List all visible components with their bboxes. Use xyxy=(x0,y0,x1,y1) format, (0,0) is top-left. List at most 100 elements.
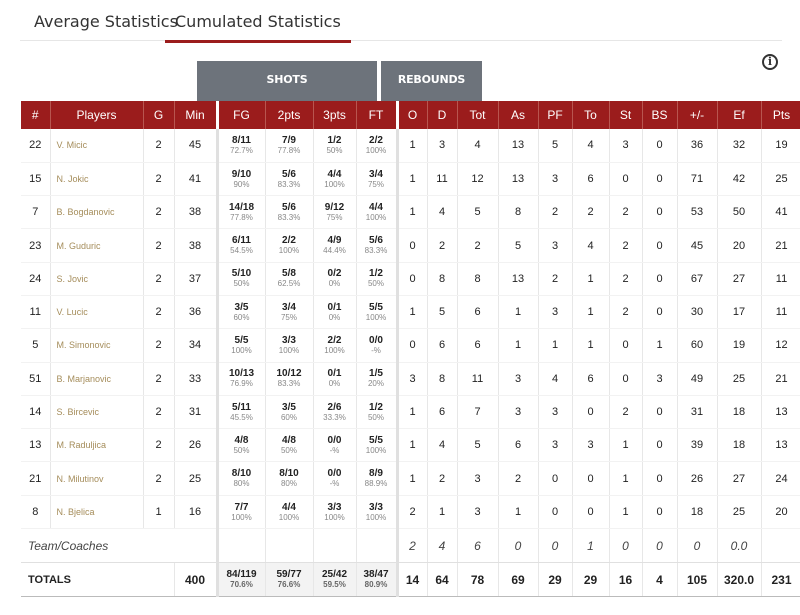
player-name-link[interactable]: N. Bjelica xyxy=(50,495,144,530)
player-name-link[interactable]: M. Simonovic xyxy=(50,328,144,363)
col-header-turnovers[interactable]: To xyxy=(572,101,610,129)
shot-made-attempted: 2/2 xyxy=(369,135,383,146)
table-row: 23 M. Guduric 2 38 6/11 54.5% 2/2 100% 4/9 44.4% 5… xyxy=(21,228,800,263)
cell-points: 11 xyxy=(761,295,800,330)
cell-fg: 8/11 72.7% xyxy=(215,129,266,163)
cell-plus-minus: 36 xyxy=(677,129,718,163)
team-coaches-label: Team/Coaches xyxy=(21,528,218,564)
cell-2pts: 5/6 83.3% xyxy=(265,162,314,197)
col-header-plus-minus[interactable]: +/- xyxy=(677,101,718,129)
shot-percentage: 100% xyxy=(324,346,345,356)
shot-percentage: 33.3% xyxy=(323,412,346,422)
info-icon[interactable]: i xyxy=(762,54,778,70)
table-row: 24 S. Jovic 2 37 5/10 50% 5/8 62.5% 0/2 0% 1/2 50% 0… xyxy=(21,262,800,296)
col-header-efficiency[interactable]: Ef xyxy=(717,101,762,129)
col-header-steals[interactable]: St xyxy=(609,101,643,129)
shot-made-attempted: 3/3 xyxy=(369,501,383,513)
cell-efficiency: 50 xyxy=(717,195,762,230)
cell-number: 23 xyxy=(21,228,51,263)
shot-made-attempted: 1/2 xyxy=(327,135,342,146)
col-header-assists[interactable]: As xyxy=(498,101,539,129)
cell-def-reb: 2 xyxy=(427,461,458,496)
cell-assists: 3 xyxy=(498,395,539,430)
cell-2pts: 3/3 100% xyxy=(265,328,314,363)
cell-def-reb: 6 xyxy=(427,395,458,430)
player-name-link[interactable]: V. Lucic xyxy=(50,295,144,330)
shot-percentage: 80.9% xyxy=(364,580,388,590)
cell-off-reb: 1 xyxy=(395,428,428,463)
cell-def-reb: 4 xyxy=(427,428,458,463)
cell-blocks: 0 xyxy=(642,461,678,496)
cell-points: 41 xyxy=(761,195,800,230)
shot-percentage: -% xyxy=(329,445,340,455)
cell-tot-reb: 78 xyxy=(457,562,499,598)
cell-3pts: 4/4 100% xyxy=(313,162,357,197)
cell-steals: 2 xyxy=(609,262,643,296)
col-header-fouls[interactable]: PF xyxy=(538,101,573,129)
cell-games: 2 xyxy=(143,428,175,463)
col-header-players[interactable]: Players xyxy=(50,101,144,129)
cell-steals: 1 xyxy=(609,495,643,530)
cell-fg xyxy=(215,528,266,564)
shot-made-attempted: 25/42 xyxy=(321,569,348,581)
shot-percentage: 59.5% xyxy=(323,580,346,590)
col-header-number[interactable]: # xyxy=(21,101,51,129)
cell-number: 21 xyxy=(21,461,51,496)
player-name-link[interactable]: M. Guduric xyxy=(50,228,144,263)
player-name-link[interactable]: N. Jokic xyxy=(50,162,144,197)
shot-percentage: 0% xyxy=(328,312,341,322)
cell-efficiency: 320.0 xyxy=(717,562,762,598)
cell-turnovers: 1 xyxy=(572,295,610,330)
shot-made-attempted: 1/2 xyxy=(369,268,383,280)
player-name-link[interactable]: V. Micic xyxy=(50,129,144,163)
cell-ft: 0/0 -% xyxy=(356,328,398,363)
cell-ft: 4/4 100% xyxy=(356,195,398,230)
col-header-ft[interactable]: FT xyxy=(356,101,398,129)
player-name-link[interactable]: N. Milutinov xyxy=(50,461,144,496)
player-name-link[interactable]: S. Bircevic xyxy=(50,395,144,430)
cell-ft: 1/2 50% xyxy=(356,395,398,430)
cell-def-reb: 4 xyxy=(427,195,458,230)
col-header-2pts[interactable]: 2pts xyxy=(265,101,314,129)
player-name-link[interactable]: S. Jovic xyxy=(50,262,144,296)
cell-fouls: 0 xyxy=(538,461,573,496)
player-name-link[interactable]: B. Marjanovic xyxy=(50,362,144,396)
cell-efficiency: 0.0 xyxy=(717,528,762,564)
cell-3pts: 2/2 100% xyxy=(313,328,357,363)
cell-2pts: 4/4 100% xyxy=(265,495,314,530)
shot-made-attempted: 0/0 xyxy=(369,335,383,347)
col-header-def-reb[interactable]: D xyxy=(427,101,458,129)
tab-average-statistics[interactable]: Average Statistics xyxy=(34,12,178,31)
col-header-minutes[interactable]: Min xyxy=(174,101,218,129)
cell-3pts: 2/6 33.3% xyxy=(313,395,357,430)
cell-plus-minus: 39 xyxy=(677,428,718,463)
col-header-tot-reb[interactable]: Tot xyxy=(457,101,499,129)
cell-steals: 2 xyxy=(609,395,643,430)
cell-plus-minus: 53 xyxy=(677,195,718,230)
shot-made-attempted: 3/5 xyxy=(234,301,249,313)
cell-ft: 5/5 100% xyxy=(356,428,398,463)
col-header-points[interactable]: Pts xyxy=(761,101,800,129)
cell-tot-reb: 6 xyxy=(457,295,499,330)
shot-percentage: 50% xyxy=(233,445,250,455)
col-header-blocks[interactable]: BS xyxy=(642,101,678,129)
cell-steals: 2 xyxy=(609,195,643,230)
shot-made-attempted: 0/0 xyxy=(327,468,342,480)
cell-assists: 69 xyxy=(498,562,539,598)
cell-assists: 1 xyxy=(498,328,539,363)
tab-cumulated-statistics[interactable]: Cumulated Statistics xyxy=(165,12,351,43)
cell-points: 13 xyxy=(761,395,800,430)
col-header-3pts[interactable]: 3pts xyxy=(313,101,357,129)
player-name-link[interactable]: B. Bogdanovic xyxy=(50,195,144,230)
player-name-link[interactable]: M. Raduljica xyxy=(50,428,144,463)
col-header-off-reb[interactable]: O xyxy=(395,101,428,129)
cell-steals: 1 xyxy=(609,461,643,496)
shot-made-attempted: 3/3 xyxy=(327,501,342,513)
col-header-fg[interactable]: FG xyxy=(215,101,266,129)
shot-percentage: 77.8% xyxy=(277,146,301,155)
shot-made-attempted: 59/77 xyxy=(276,569,302,581)
cell-points: 20 xyxy=(761,495,800,530)
cell-games: 1 xyxy=(143,495,175,530)
col-header-games[interactable]: G xyxy=(143,101,175,129)
cell-fg: 9/10 90% xyxy=(215,162,266,197)
